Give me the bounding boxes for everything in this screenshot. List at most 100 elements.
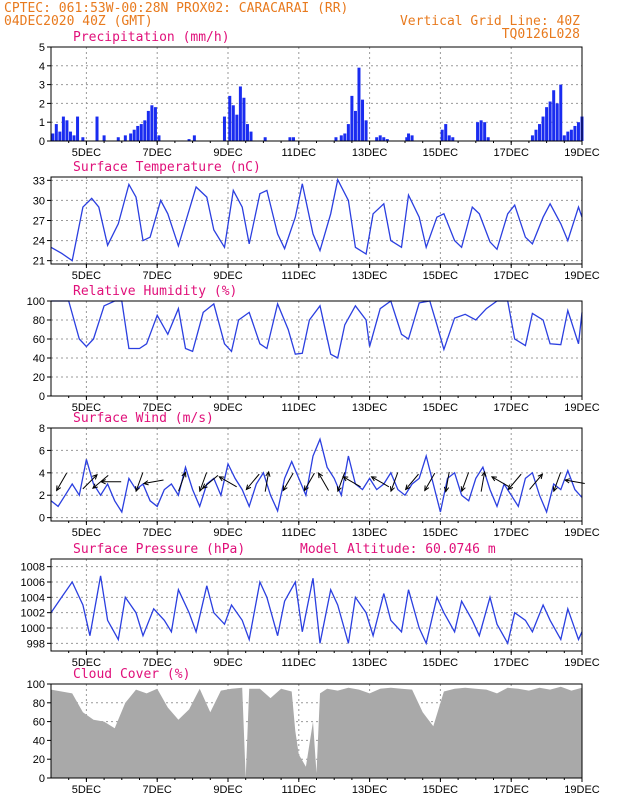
x-tick-label: 13DEC (352, 784, 388, 796)
precip-bar (361, 99, 365, 141)
x-tick-label: 19DEC (564, 527, 600, 539)
y-tick-label: 3 (39, 80, 45, 92)
precip-bar (375, 137, 379, 141)
wind-arrow (552, 472, 562, 493)
y-tick-label: 2 (39, 98, 45, 110)
wind-series-line (50, 437, 583, 515)
header-grid-line: Vertical Grid Line: 40Z (400, 14, 580, 29)
y-tick-label: 0 (39, 513, 45, 525)
y-tick-label: 1006 (21, 577, 45, 589)
wind-arrow (142, 479, 164, 486)
precip-bar (552, 90, 556, 141)
y-tick-label: 100 (27, 296, 45, 308)
precip-bar (476, 122, 480, 141)
panel-title-precip: Precipitation (mm/h) (73, 30, 230, 45)
wind-arrow (303, 472, 315, 492)
y-tick-label: 998 (27, 638, 45, 650)
x-tick-label: 17DEC (493, 657, 529, 669)
x-tick-label: 15DEC (423, 784, 459, 796)
precip-bar (486, 137, 490, 141)
precip-bar (51, 133, 55, 141)
panel-title-temp: Surface Temperature (nC) (73, 160, 261, 175)
x-tick-label: 7DEC (143, 402, 172, 414)
precip-bar (146, 110, 150, 141)
pressure-series-line (50, 575, 583, 646)
precip-bar (76, 116, 80, 141)
x-tick-label: 5DEC (72, 657, 101, 669)
wind-arrow (198, 472, 208, 493)
wind-arrow (218, 476, 237, 488)
precip-bar (334, 137, 338, 141)
precip-bar (566, 131, 570, 141)
precip-bar (538, 124, 542, 141)
precip-bar (123, 135, 127, 141)
y-tick-label: 1002 (21, 608, 45, 620)
y-tick-label: 4 (39, 468, 45, 480)
cloud-area (51, 686, 582, 778)
precip-bar (410, 135, 414, 141)
precip-bar (116, 137, 120, 141)
precip-bar (242, 97, 246, 141)
precip-bar (569, 129, 573, 141)
x-tick-label: 19DEC (564, 402, 600, 414)
x-tick-label: 13DEC (352, 402, 388, 414)
precip-bar (346, 124, 350, 141)
precip-bar (157, 135, 161, 141)
x-tick-label: 17DEC (493, 147, 529, 159)
wind-arrow (201, 474, 219, 489)
precip-bar (136, 125, 140, 141)
y-tick-label: 33 (33, 175, 45, 187)
precip-bar (534, 129, 538, 141)
y-tick-label: 0 (39, 773, 45, 785)
precip-bar (132, 129, 136, 141)
precip-bar (548, 101, 552, 141)
x-tick-label: 19DEC (564, 270, 600, 282)
x-tick-label: 13DEC (352, 147, 388, 159)
precip-bar (61, 116, 65, 141)
panel-title-rh: Relative Humidity (%) (73, 284, 237, 299)
x-tick-label: 15DEC (423, 270, 459, 282)
x-tick-label: 7DEC (143, 657, 172, 669)
precip-bar (249, 131, 253, 141)
precip-bar (228, 95, 232, 141)
wind-arrow (424, 472, 436, 492)
precip-bar (95, 116, 99, 141)
temp-series-line (50, 177, 583, 262)
precip-bar (187, 139, 191, 141)
x-tick-label: 19DEC (564, 147, 600, 159)
precip-bar (385, 139, 389, 141)
wind-arrow (342, 476, 361, 488)
x-tick-label: 19DEC (564, 784, 600, 796)
x-tick-label: 5DEC (72, 270, 101, 282)
precip-bar (364, 120, 368, 141)
precip-bar (343, 133, 347, 141)
precip-bar (291, 137, 295, 141)
x-tick-label: 5DEC (72, 784, 101, 796)
precip-bar (350, 95, 354, 141)
y-tick-label: 40 (33, 735, 45, 747)
wind-arrow (460, 472, 470, 493)
x-tick-label: 9DEC (213, 270, 242, 282)
wind-arrow (318, 472, 330, 491)
wind-arrow (282, 472, 294, 492)
y-tick-label: 80 (33, 315, 45, 327)
panel-cloud: 0 20 40 60 80 100 5DEC 7DEC 9DEC 11DEC 13DEC 15DEC 1… (27, 667, 600, 796)
precip-bar (530, 135, 534, 141)
wind-arrow (264, 470, 271, 492)
y-tick-label: 20 (33, 372, 45, 384)
panel-frame (50, 46, 583, 142)
precip-bar (153, 107, 157, 141)
wind-arrow (370, 476, 390, 488)
precip-bar (54, 124, 58, 141)
x-tick-label: 17DEC (493, 270, 529, 282)
precip-bar (407, 133, 411, 141)
x-tick-label: 11DEC (281, 784, 316, 796)
x-tick-label: 11DEC (281, 147, 316, 159)
precip-bar (102, 135, 106, 141)
precip-bar (222, 116, 226, 141)
x-tick-label: 9DEC (213, 402, 242, 414)
wind-arrow (245, 473, 260, 491)
header-date: 04DEC2020 40Z (GMT) (4, 14, 153, 29)
x-tick-label: 9DEC (213, 527, 242, 539)
